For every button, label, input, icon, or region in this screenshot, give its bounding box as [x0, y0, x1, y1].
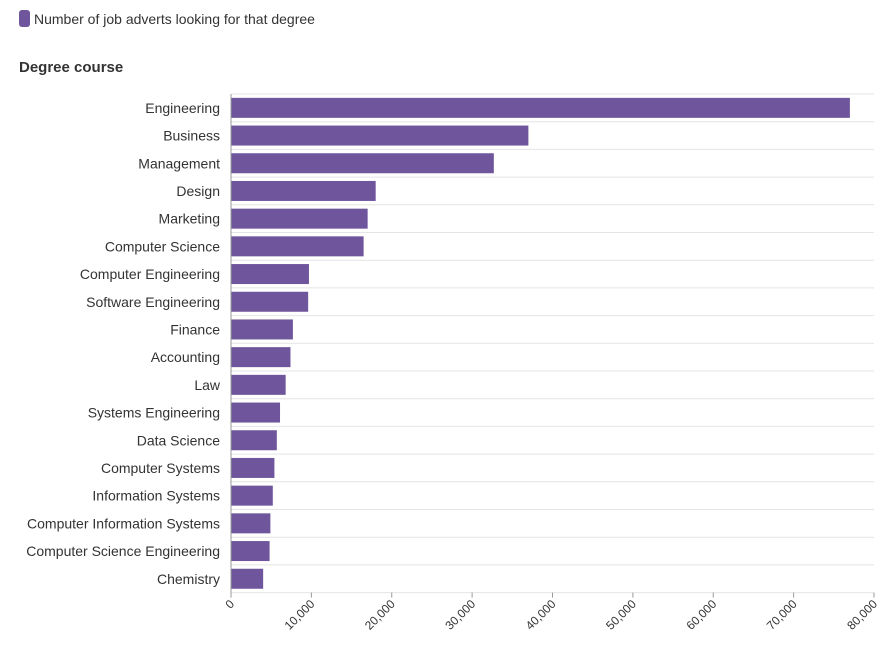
- bar[interactable]: [231, 513, 271, 534]
- x-tick-label: 10,000: [282, 597, 318, 633]
- bar[interactable]: [231, 180, 376, 201]
- bar[interactable]: [231, 97, 850, 118]
- legend[interactable]: Number of job adverts looking for that d…: [19, 10, 315, 27]
- x-tick-label: 60,000: [684, 597, 720, 633]
- bars: [231, 97, 850, 589]
- category-label: Business: [163, 128, 220, 144]
- x-tick-label: 80,000: [844, 597, 880, 633]
- bar[interactable]: [231, 291, 309, 312]
- x-tick-label: 50,000: [603, 597, 639, 633]
- bar[interactable]: [231, 264, 309, 285]
- category-label: Engineering: [145, 100, 220, 116]
- category-label: Software Engineering: [86, 294, 220, 310]
- category-label: Computer Science: [105, 238, 220, 254]
- bar[interactable]: [231, 541, 270, 562]
- bar[interactable]: [231, 347, 291, 368]
- bar[interactable]: [231, 568, 264, 589]
- category-label: Systems Engineering: [88, 405, 220, 421]
- bar[interactable]: [231, 457, 275, 478]
- category-label: Data Science: [137, 432, 220, 448]
- category-label: Computer Systems: [101, 460, 220, 476]
- category-label: Chemistry: [157, 571, 220, 587]
- category-label: Design: [176, 183, 220, 199]
- legend-swatch: [19, 10, 30, 27]
- bar[interactable]: [231, 374, 286, 395]
- category-label: Accounting: [151, 349, 220, 365]
- category-labels: Engineering Business Management Design Marke…: [26, 100, 221, 587]
- x-tick-label: 70,000: [764, 597, 800, 633]
- bar[interactable]: [231, 430, 277, 451]
- x-axis: 0 10,000 20,000 30,000 40,000 50,000 60,000 70,…: [222, 94, 880, 633]
- bar[interactable]: [231, 319, 293, 340]
- x-tick-label: 40,000: [523, 597, 559, 633]
- bar[interactable]: [231, 208, 368, 229]
- category-label: Marketing: [159, 211, 220, 227]
- bar[interactable]: [231, 236, 364, 257]
- category-label: Computer Science Engineering: [26, 543, 220, 559]
- x-tick-label: 30,000: [442, 597, 478, 633]
- category-label: Finance: [170, 321, 220, 337]
- bar[interactable]: [231, 485, 273, 506]
- bar[interactable]: [231, 402, 281, 423]
- category-label: Computer Information Systems: [27, 515, 220, 531]
- x-tick-label: 20,000: [362, 597, 398, 633]
- grid-lines: [231, 93, 874, 594]
- category-label: Information Systems: [92, 488, 220, 504]
- category-label: Management: [138, 155, 220, 171]
- category-label: Computer Engineering: [80, 266, 220, 282]
- legend-label: Number of job adverts looking for that d…: [34, 10, 315, 27]
- y-axis-title: Degree course: [19, 59, 124, 76]
- category-label: Law: [194, 377, 221, 393]
- bar[interactable]: [231, 153, 494, 174]
- bar[interactable]: [231, 125, 529, 146]
- x-tick-label: 0: [222, 597, 237, 612]
